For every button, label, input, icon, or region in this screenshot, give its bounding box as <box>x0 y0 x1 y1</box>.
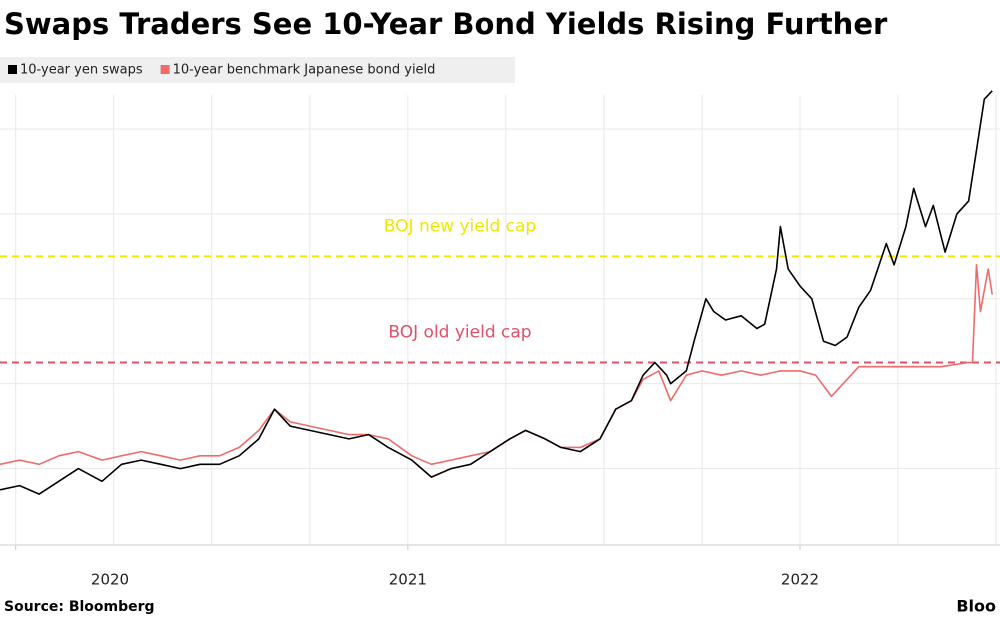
x-tick-label: 2021 <box>389 571 427 589</box>
source: Source: Bloomberg <box>4 599 155 615</box>
legend-swatch <box>160 65 170 74</box>
x-tick-label: 2020 <box>91 571 129 589</box>
annotation: BOJ old yield cap <box>388 322 531 342</box>
legend-box <box>0 57 515 83</box>
legend-label: 10-year benchmark Japanese bond yield <box>173 63 436 78</box>
legend-label: 10-year yen swaps <box>20 63 143 78</box>
annotation: BOJ new yield cap <box>384 216 536 236</box>
series-line <box>0 264 993 466</box>
series-line <box>0 90 993 495</box>
legend-swatch <box>8 65 17 74</box>
x-tick-label: 2022 <box>781 571 819 589</box>
logo: Bloo <box>956 597 996 616</box>
chart-title: Swaps Traders See 10-Year Bond Yields Ri… <box>4 7 888 41</box>
